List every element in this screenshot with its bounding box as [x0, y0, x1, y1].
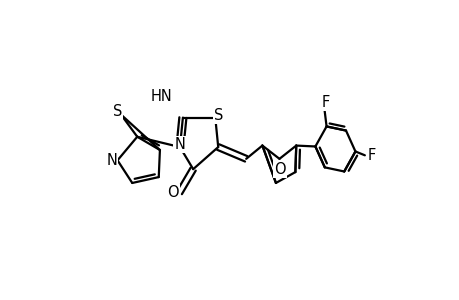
Text: F: F	[366, 148, 375, 163]
Text: N: N	[106, 153, 117, 168]
Text: N: N	[174, 137, 185, 152]
Text: HN: HN	[151, 89, 172, 104]
Text: O: O	[167, 185, 178, 200]
Text: F: F	[321, 94, 329, 110]
Text: O: O	[274, 162, 285, 177]
Text: S: S	[112, 103, 122, 118]
Text: S: S	[213, 108, 223, 123]
